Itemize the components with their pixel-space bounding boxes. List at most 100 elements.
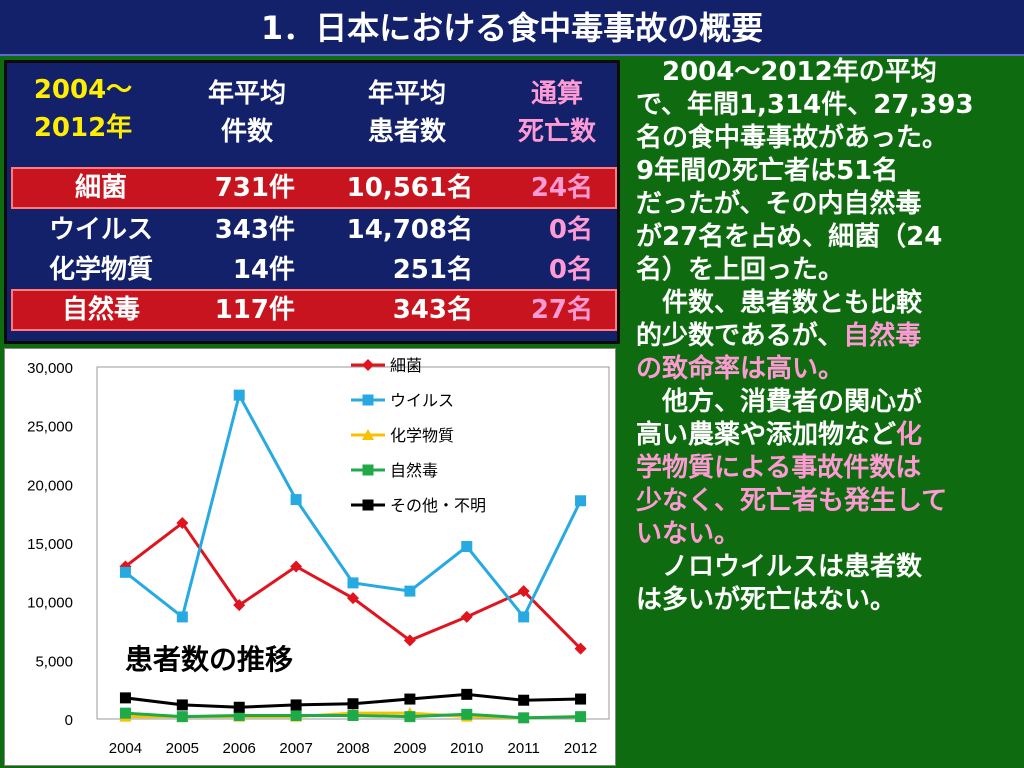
x-tick-label: 2011 (508, 740, 540, 757)
highlight-line: の致命率は高い。 (636, 354, 845, 384)
series-point-1 (575, 495, 587, 507)
header-period-line-2: 2012年 (33, 113, 133, 143)
series-point-4 (233, 701, 245, 713)
series-point-4 (461, 688, 473, 700)
legend-label-3: 自然毒 (390, 461, 438, 480)
y-tick-label: 15,000 (27, 536, 73, 553)
series-point-1 (233, 389, 245, 401)
x-tick-label: 2009 (393, 740, 426, 757)
right-text-block: 2004～2012年の平均 で、年間1,314件、27,393 名の食中毒事故が… (636, 56, 1020, 617)
row-chemical-deaths: 0名 (548, 255, 593, 285)
text-line: ノロウイルスは患者数 (636, 552, 923, 582)
series-point-0 (403, 634, 416, 647)
row-highlight-bacteria (11, 167, 617, 209)
paragraph-natural-toxin: 件数、患者数とも比較 的少数であるが、自然毒 の致命率は高い。 (636, 287, 1020, 386)
chart-title: 患者数の推移 (125, 643, 293, 676)
text-line: 2004～2012年の平均 (636, 57, 937, 87)
legend-marker-2 (362, 429, 374, 440)
paragraph-summary: 2004～2012年の平均 で、年間1,314件、27,393 名の食中毒事故が… (636, 56, 1020, 287)
series-point-3 (575, 711, 587, 723)
series-point-3 (461, 708, 473, 720)
legend-marker-0 (362, 359, 374, 371)
x-tick-label: 2005 (166, 740, 199, 757)
page-title: 1．日本における食中毒事故の概要 (0, 0, 1024, 56)
y-tick-label: 10,000 (27, 595, 73, 612)
series-point-1 (404, 585, 416, 597)
series-point-0 (119, 560, 132, 573)
series-point-4 (347, 698, 359, 710)
legend-label-4: その他・不明 (390, 496, 486, 515)
patients-trend-chart: 0 5,000 10,000 15,000 20,000 25,000 30,000 2004… (4, 348, 616, 766)
series-point-0 (517, 585, 530, 598)
legend-label-0: 細菌 (390, 356, 422, 375)
x-tick-label: 2004 (109, 740, 142, 757)
series-point-4 (518, 694, 530, 706)
row-natural-toxin-deaths: 27名 (530, 295, 593, 325)
text-line: 的少数であるが、自然毒 (636, 320, 1020, 353)
header-cases-line-1: 年平均 (207, 79, 286, 109)
highlight-line: 学物質による事故件数は (636, 453, 922, 483)
series-point-1 (461, 541, 473, 553)
x-tick-label: 2012 (564, 740, 597, 757)
text-line: 件数、患者数とも比較 (636, 288, 923, 318)
row-chemical-cases: 14件 (232, 255, 295, 285)
row-bacteria-patients: 10,561名 (346, 173, 473, 203)
row-natural-toxin-name: 自然毒 (61, 295, 140, 325)
header-patients-line-1: 年平均 (367, 79, 446, 109)
series-point-0 (290, 560, 303, 573)
header-period-line-1: 2004～ (33, 75, 133, 105)
series-point-4 (176, 699, 188, 711)
header-cases: 年平均 件数 (177, 75, 317, 151)
y-tick-label: 25,000 (27, 419, 73, 436)
series-point-4 (575, 693, 587, 705)
series-point-3 (176, 711, 188, 723)
x-tick-label: 2006 (223, 740, 256, 757)
legend-marker-1 (362, 394, 374, 406)
highlight-chemical: 化 (896, 420, 923, 450)
series-point-0 (347, 592, 359, 605)
highlight-line: いない。 (636, 519, 741, 549)
header-deaths-line-2: 死亡数 (517, 117, 596, 147)
series-point-0 (460, 610, 473, 623)
header-patients-line-2: 患者数 (367, 117, 446, 147)
text-segment: 的少数であるが、 (636, 321, 844, 351)
text-line: 名の食中毒事故があった。 (636, 123, 949, 153)
y-tick-label: 30,000 (27, 360, 73, 377)
text-line: で、年間1,314件、27,393 (636, 90, 974, 120)
series-point-3 (119, 707, 131, 719)
y-tick-label: 20,000 (27, 477, 73, 494)
series-point-3 (290, 709, 302, 721)
text-line: だったが、その内自然毒 (636, 189, 922, 219)
text-line: が27名を占め、細菌（24 (636, 222, 943, 252)
series-point-1 (119, 566, 131, 578)
series-point-3 (347, 709, 359, 721)
highlight-line: 少なく、死亡者も発生して (636, 486, 948, 516)
series-point-4 (119, 692, 131, 704)
row-bacteria-deaths: 24名 (530, 173, 593, 203)
paragraph-chemicals: 他方、消費者の関心が 高い農薬や添加物など化 学物質による事故件数は 少なく、死… (636, 386, 1020, 551)
row-highlight-natural-toxin (11, 289, 617, 331)
legend-label-2: 化学物質 (390, 426, 454, 445)
series-point-1 (176, 611, 188, 623)
row-natural-toxin-patients: 343名 (392, 295, 473, 325)
series-point-1 (518, 611, 530, 623)
text-line: 他方、消費者の関心が (636, 387, 923, 417)
x-tick-label: 2007 (279, 740, 312, 757)
header-deaths: 通算 死亡数 (497, 75, 617, 151)
y-tick-label: 0 (65, 712, 73, 729)
row-chemical-name: 化学物質 (48, 255, 153, 285)
series-point-0 (233, 599, 246, 612)
series-point-3 (404, 711, 416, 723)
row-virus-patients: 14,708名 (346, 215, 473, 245)
text-segment: 高い農薬や添加物など (636, 420, 897, 450)
text-line: 名）を上回った。 (636, 255, 845, 285)
text-line: は多いが死亡はない。 (636, 585, 897, 615)
header-deaths-line-1: 通算 (530, 79, 583, 109)
legend-marker-4 (362, 499, 374, 511)
series-point-0 (574, 642, 587, 655)
row-virus-deaths: 0名 (548, 215, 593, 245)
row-virus-name: ウイルス (48, 215, 153, 245)
series-point-3 (233, 709, 245, 721)
series-point-3 (518, 712, 530, 724)
row-natural-toxin-cases: 117件 (214, 295, 295, 325)
